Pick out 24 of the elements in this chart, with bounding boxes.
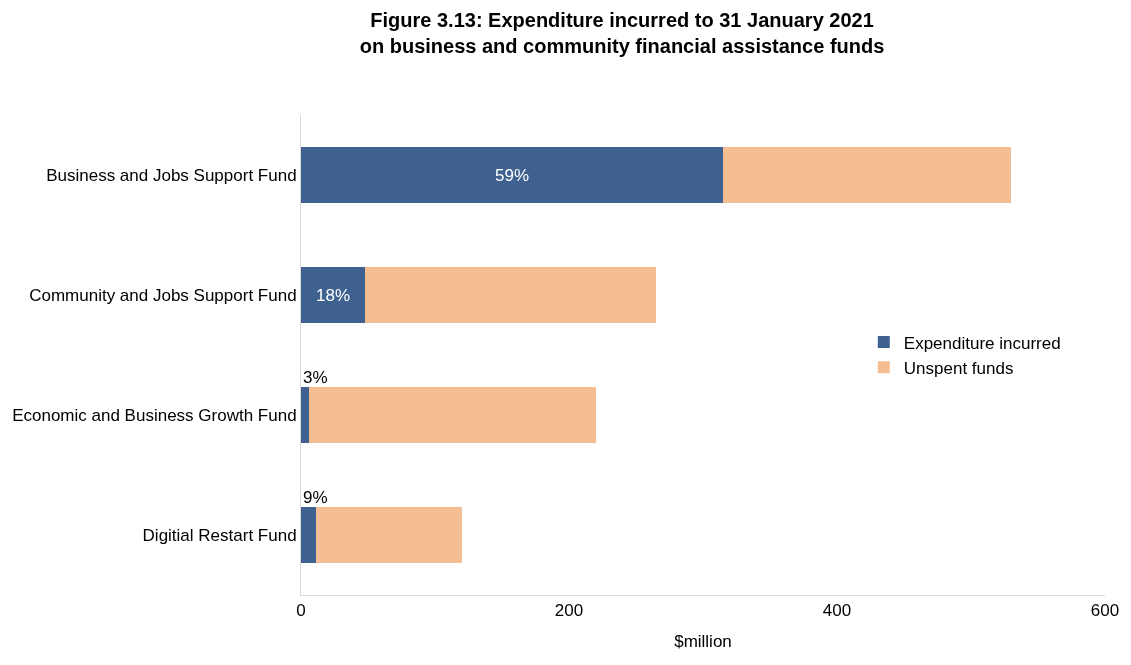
bar: [301, 266, 366, 324]
bar: [315, 506, 462, 564]
y-tick-label: Business and Jobs Support Fund: [46, 165, 297, 185]
x-tick-label: 200: [554, 601, 584, 621]
y-tick-label: Economic and Business Growth Fund: [12, 405, 297, 425]
legend-label: Expenditure incurred: [903, 333, 1061, 353]
legend-label: Unspent funds: [903, 358, 1014, 378]
chart-title: Figure 3.13: Expenditure incurred to 31 January 2021 on business and community financial assistance funds: [359, 8, 885, 57]
x-axis-title: $million: [674, 631, 732, 651]
bar: [365, 266, 657, 324]
y-tick-label: Digitial Restart Fund: [142, 525, 297, 545]
bar: [309, 386, 596, 444]
annotation: 59%: [495, 166, 530, 185]
annotation: 18%: [316, 286, 351, 305]
bar: [301, 506, 316, 564]
bar: [301, 146, 724, 204]
x-tick-label: 400: [822, 601, 852, 621]
annotation: 3%: [303, 368, 328, 387]
y-tick-label: Community and Jobs Support Fund: [29, 285, 297, 305]
bar: [723, 146, 1012, 204]
annotation: 9%: [303, 488, 328, 507]
x-tick-label: 0: [296, 601, 306, 621]
x-tick-label: 600: [1090, 601, 1120, 621]
bar: [301, 386, 310, 444]
